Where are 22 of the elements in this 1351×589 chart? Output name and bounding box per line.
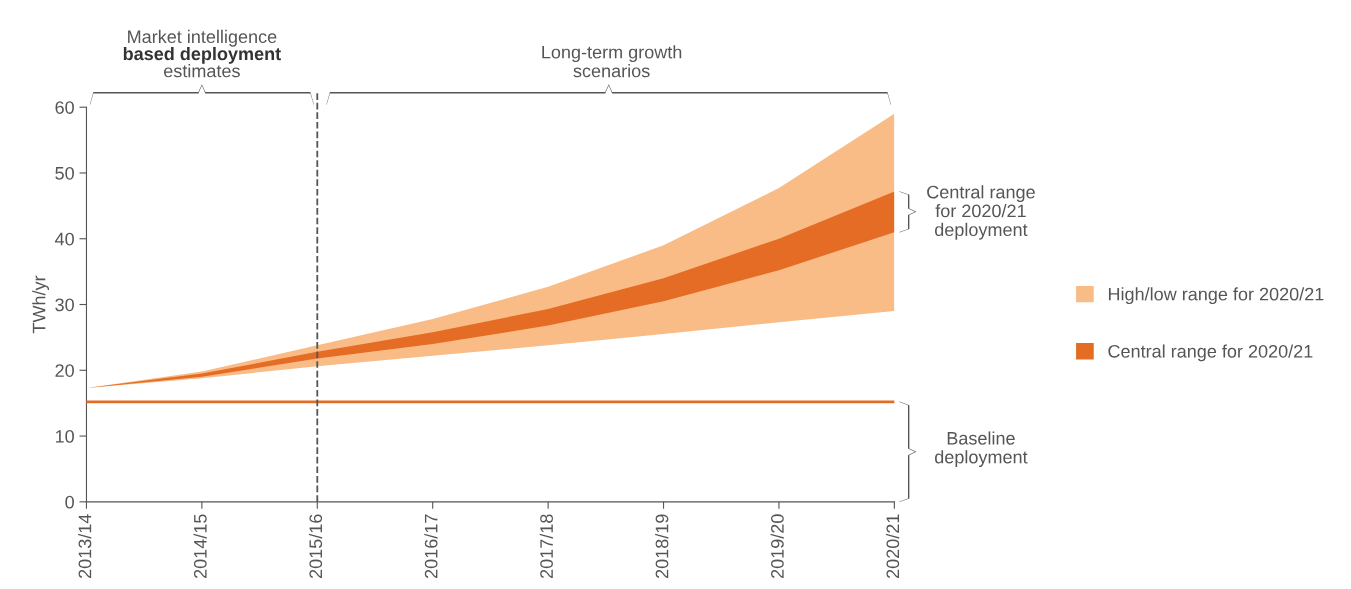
legend-label: High/low range for 2020/21 <box>1108 287 1324 305</box>
y-tick-label: 30 <box>55 298 74 312</box>
y-tick-label: 50 <box>55 166 74 180</box>
x-tick-label: 2016/17 <box>424 514 438 578</box>
y-axis-title: TWh/yr <box>32 275 50 334</box>
text: Central range for 2020/21 deployment <box>927 185 1035 240</box>
x-tick-label: 2015/16 <box>308 514 323 578</box>
y-tick-label: 10 <box>55 429 74 443</box>
x-tick-label: 2020/21 <box>885 514 900 578</box>
x-tick-label: 2019/20 <box>770 514 784 578</box>
x-tick-label: 2013/14 <box>78 514 92 578</box>
x-tick-label: 2014/15 <box>193 514 207 578</box>
legend-label: Central range for 2020/21 <box>1108 344 1313 362</box>
y-tick-label: 0 <box>65 495 74 509</box>
text: Long-term growth scenarios <box>542 45 682 78</box>
text: Market intelligence based deployment estimates <box>123 29 281 78</box>
x-tick-label: 2017/18 <box>539 514 553 578</box>
text: Baseline deployment <box>935 431 1028 468</box>
y-tick-label: 20 <box>55 364 74 377</box>
y-tick-label: 40 <box>54 232 74 246</box>
y-tick-label: 60 <box>55 101 74 114</box>
x-tick-label: 2018/19 <box>655 514 669 578</box>
